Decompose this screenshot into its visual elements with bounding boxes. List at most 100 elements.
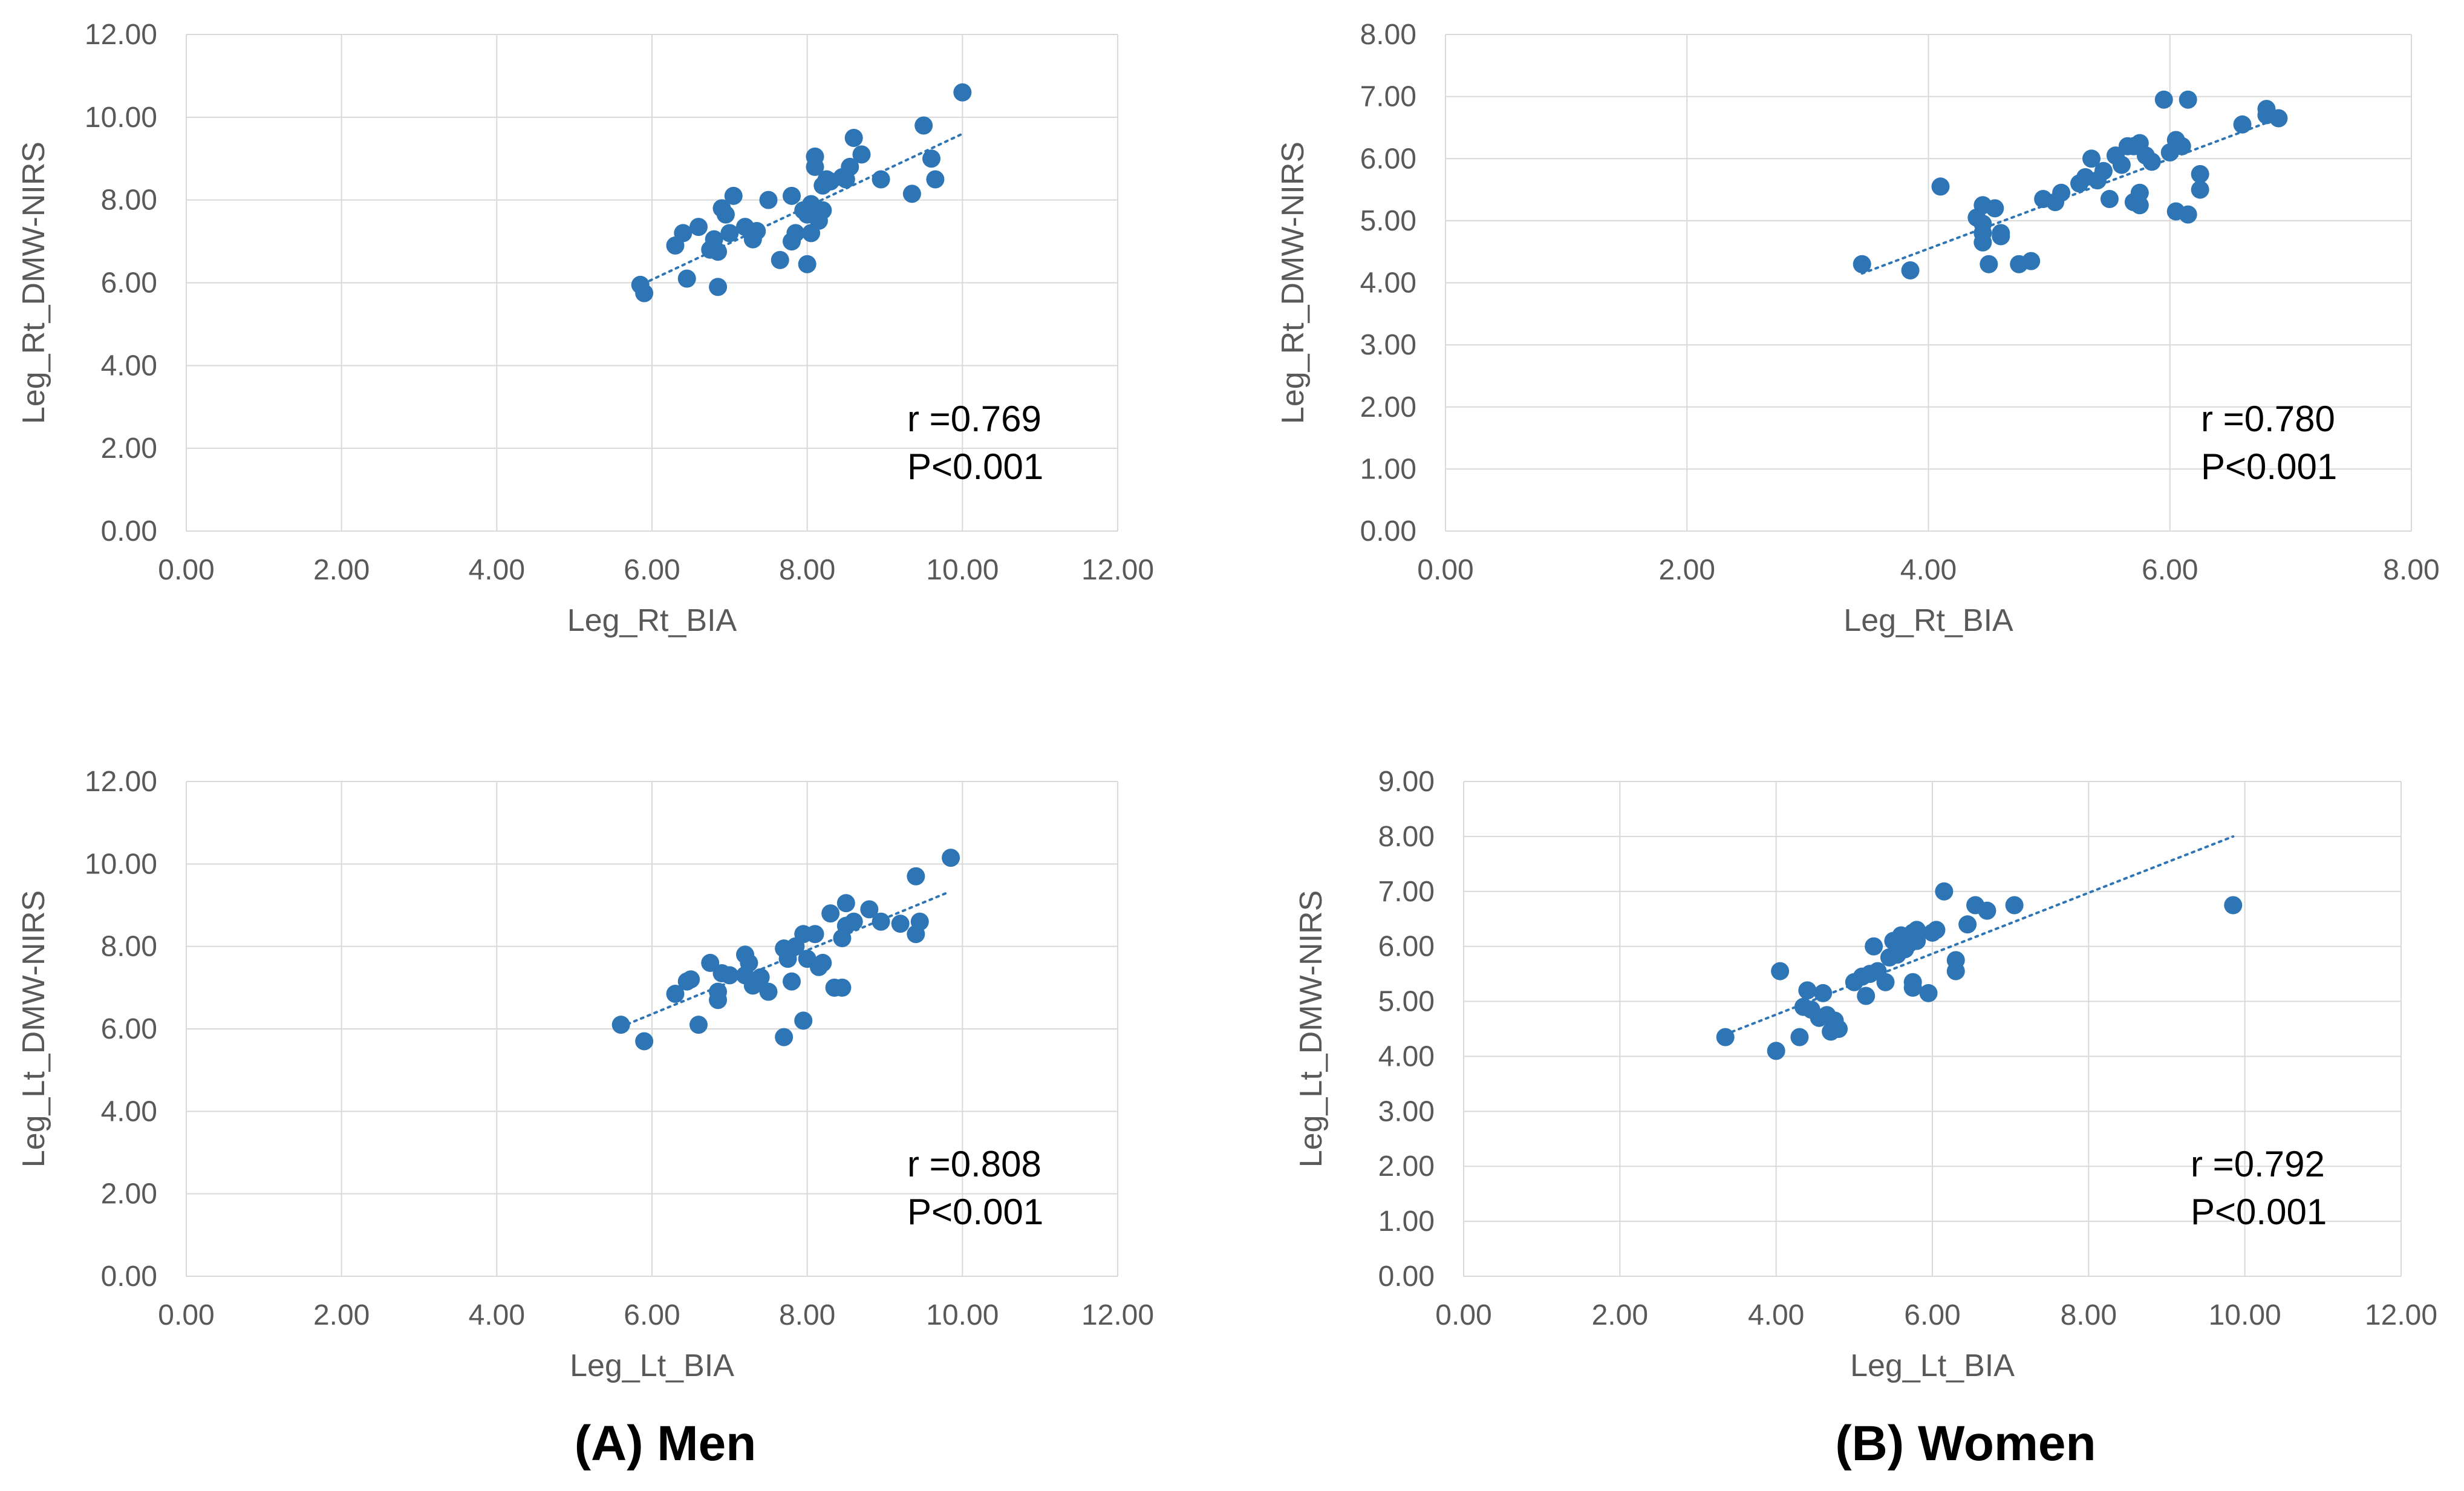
data-point (872, 912, 890, 931)
y-tick-label: 7.00 (1360, 81, 1416, 113)
data-point (2172, 137, 2191, 155)
data-point (1946, 951, 1965, 970)
data-point (1771, 962, 1790, 980)
y-tick-label: 8.00 (101, 184, 157, 217)
x-tick-label: 4.00 (469, 1299, 525, 1331)
y-tick-label: 0.00 (101, 1261, 157, 1293)
y-tick-label: 0.00 (101, 515, 157, 547)
data-point (701, 953, 720, 972)
data-point (682, 970, 700, 989)
data-point (783, 186, 801, 205)
data-point (1853, 255, 1871, 273)
data-point (2112, 155, 2131, 174)
x-tick-label: 0.00 (1417, 554, 1473, 586)
y-tick-label: 9.00 (1378, 766, 1435, 798)
p-value-label: P<0.001 (907, 446, 1043, 487)
y-axis-title: Leg_Lt_DMW-NIRS (1294, 890, 1329, 1168)
y-tick-label: 10.00 (85, 102, 157, 134)
data-point (783, 972, 801, 991)
data-point (1908, 931, 1926, 950)
trendline (1860, 117, 2280, 275)
data-point (852, 145, 871, 164)
data-point (1814, 984, 1833, 1002)
correlation-label: r =0.808 (907, 1144, 1041, 1184)
data-point (759, 191, 778, 209)
y-tick-label: 2.00 (1378, 1150, 1435, 1183)
data-point (813, 201, 832, 220)
x-tick-label: 0.00 (1435, 1299, 1491, 1331)
data-point (720, 966, 739, 985)
data-point (872, 170, 890, 189)
data-point (689, 218, 708, 237)
x-tick-label: 12.00 (1081, 554, 1154, 586)
y-tick-label: 4.00 (101, 350, 157, 382)
x-axis-title: Leg_Rt_BIA (567, 603, 737, 638)
y-tick-label: 4.00 (1378, 1040, 1435, 1072)
data-point (902, 184, 921, 203)
data-point (689, 1016, 708, 1034)
x-tick-label: 8.00 (2061, 1299, 2117, 1331)
x-tick-label: 8.00 (2383, 554, 2439, 586)
scatter-panel-men-right-leg: 0.00 2.00 4.00 6.00 8.00 10.00 12.00 0.00 2.00 4.… (16, 19, 1154, 638)
x-tick-label: 2.00 (1592, 1299, 1648, 1331)
data-point (910, 912, 929, 931)
data-point (611, 1016, 630, 1034)
y-tick-label: 8.00 (1378, 821, 1435, 853)
data-point (775, 1028, 794, 1046)
y-tick-label: 2.00 (1360, 391, 1416, 423)
data-point (2094, 161, 2113, 180)
data-point (1901, 261, 1920, 279)
data-point (2179, 90, 2197, 109)
p-value-label: P<0.001 (2191, 1192, 2327, 1232)
data-point (716, 205, 735, 224)
x-axis-title: Leg_Lt_BIA (1850, 1348, 2015, 1383)
y-tick-label: 12.00 (85, 19, 157, 51)
scatter-panel-women-right-leg: 0.00 1.00 2.00 3.00 4.00 5.00 6.00 7.00 8.00 0.00… (1276, 19, 2440, 638)
correlation-label: r =0.792 (2191, 1144, 2325, 1184)
data-point (1919, 984, 1938, 1002)
correlation-label: r =0.769 (907, 399, 1041, 439)
data-point (720, 224, 739, 243)
x-tick-label: 0.00 (158, 554, 214, 586)
data-point (907, 867, 925, 886)
data-point (751, 968, 770, 987)
data-point (2082, 149, 2101, 168)
data-point (748, 221, 766, 240)
data-point (2179, 205, 2197, 224)
data-point (926, 170, 945, 189)
scatter-panel-men-left-leg: 0.00 2.00 4.00 6.00 8.00 10.00 12.00 0.00 2.00 4.… (16, 766, 1154, 1383)
data-point (2005, 896, 2024, 915)
y-tick-label: 3.00 (1378, 1095, 1435, 1127)
y-tick-label: 10.00 (85, 848, 157, 880)
x-tick-label: 12.00 (2365, 1299, 2437, 1331)
data-point (1986, 199, 2004, 218)
data-point (798, 255, 816, 273)
data-point (1958, 915, 1977, 934)
y-tick-label: 2.00 (101, 1178, 157, 1210)
data-point (836, 894, 855, 913)
data-point (786, 224, 805, 243)
correlation-label: r =0.780 (2201, 399, 2335, 439)
data-point (709, 991, 728, 1010)
data-point (1978, 901, 1996, 920)
data-point (914, 116, 933, 135)
y-tick-label: 8.00 (101, 931, 157, 963)
data-point (709, 278, 728, 296)
data-point (813, 953, 832, 972)
x-tick-label: 6.00 (1904, 1299, 1960, 1331)
data-point (1716, 1028, 1735, 1046)
x-tick-label: 10.00 (2209, 1299, 2281, 1331)
data-point (2154, 90, 2173, 109)
caption-men: (A) Men (574, 1416, 757, 1471)
data-point (2130, 183, 2149, 202)
x-tick-label: 12.00 (1081, 1299, 1154, 1331)
data-point (806, 147, 824, 166)
data-point (844, 912, 863, 931)
x-axis-title: Leg_Rt_BIA (1843, 603, 2013, 638)
data-point (2191, 180, 2209, 199)
y-axis-title: Leg_Rt_DMW-NIRS (1276, 142, 1311, 424)
data-point (1830, 1020, 1848, 1038)
y-tick-label: 7.00 (1378, 876, 1435, 908)
data-point (1935, 882, 1954, 901)
data-point (2022, 252, 2041, 270)
